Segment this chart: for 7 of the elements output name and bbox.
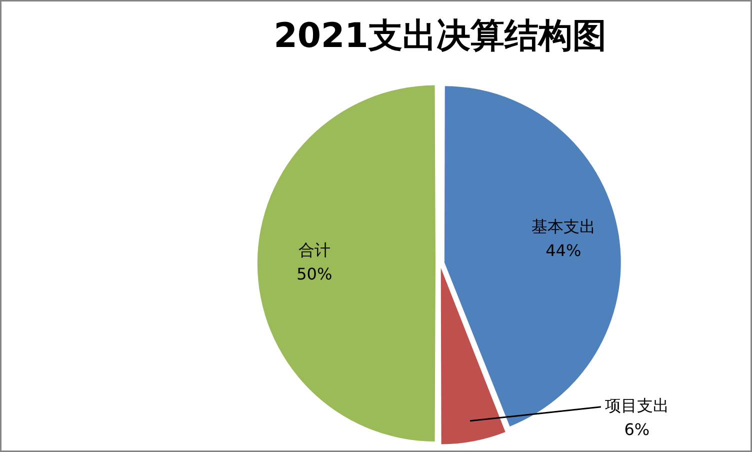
data-label: 44% bbox=[546, 241, 582, 260]
slice-label: 基本支出 bbox=[531, 217, 596, 236]
data-label: 6% bbox=[624, 420, 650, 440]
chart-title: 2021支出决算结构图 bbox=[274, 16, 606, 56]
data-label: 50% bbox=[296, 264, 332, 284]
slice-label: 项目支出 bbox=[604, 396, 669, 416]
slice-label: 合计 bbox=[298, 240, 330, 260]
